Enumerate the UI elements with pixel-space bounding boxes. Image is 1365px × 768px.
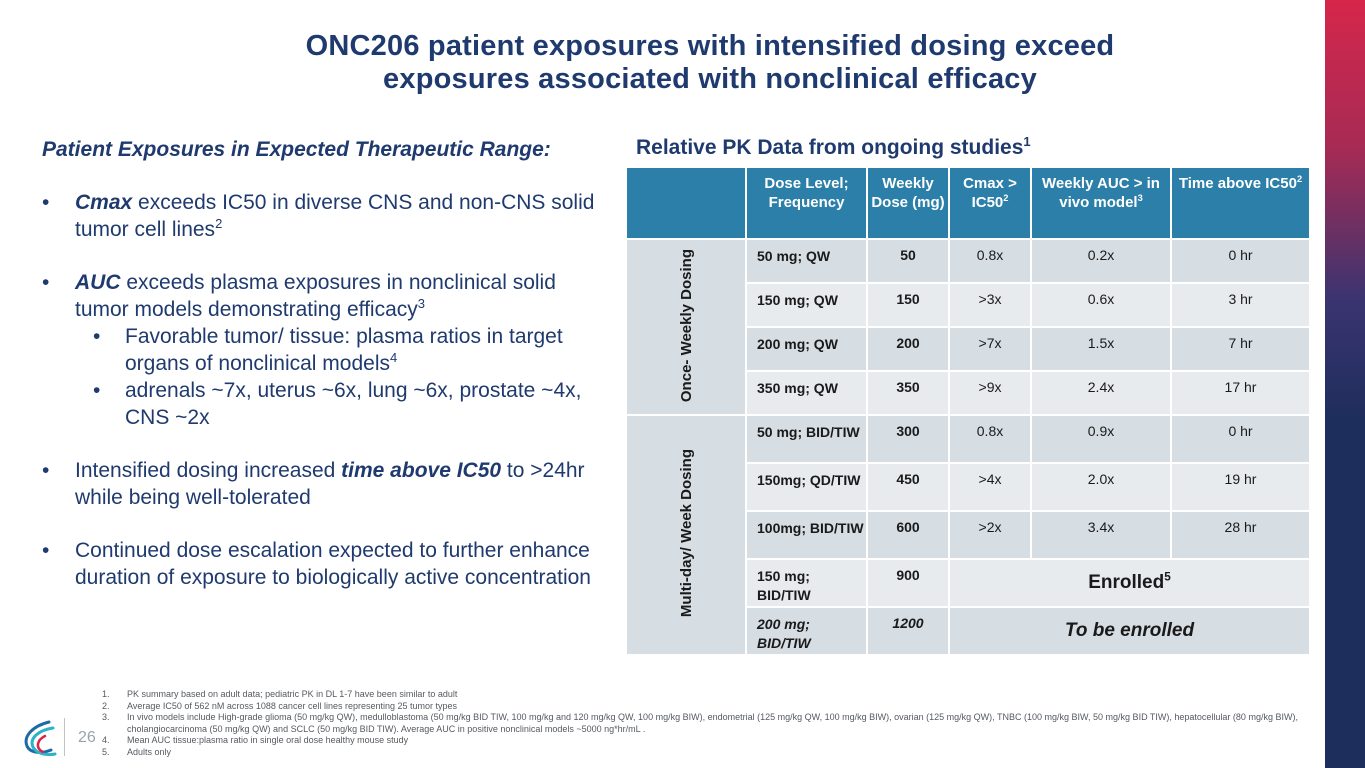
exposure-summary: Patient Exposures in Expected Therapeuti… <box>42 136 602 617</box>
cell-time: 0 hr <box>1170 238 1311 284</box>
sub-bullet-organs: • adrenals ~7x, uterus ~6x, lung ~6x, pr… <box>93 379 582 429</box>
table-row: 350 mg; QW 350 >9x 2.4x 17 hr <box>626 370 1311 416</box>
header-dose-level: Dose Level; Frequency <box>745 166 868 240</box>
table-row: 150mg; QD/TIW 450 >4x 2.0x 19 hr <box>626 462 1311 512</box>
table-row: 200 mg; QW 200 >7x 1.5x 7 hr <box>626 326 1311 372</box>
cell-time: 0 hr <box>1170 414 1311 464</box>
cell-dose-level: 150 mg; QW <box>745 282 868 328</box>
title-line-1: ONC206 patient exposures with intensifie… <box>305 30 1115 62</box>
cell-auc: 0.6x <box>1030 282 1172 328</box>
footnotes: 1. PK summary based on adult data; pediat… <box>102 689 1302 758</box>
cell-auc: 3.4x <box>1030 510 1172 560</box>
cell-time: 7 hr <box>1170 326 1311 372</box>
group-once-weekly: Once- Weekly Dosing <box>625 238 747 416</box>
pk-data-table: Dose Level; Frequency Weekly Dose (mg) C… <box>625 166 1311 656</box>
slide-title: ONC206 patient exposures with intensifie… <box>200 30 1220 96</box>
table-row: 200 mg; BID/TIW 1200 To be enrolled <box>626 606 1311 656</box>
header-time-above: Time above IC502 <box>1170 166 1311 240</box>
footnote-item: 3. In vivo models include High-grade glio… <box>102 712 1298 734</box>
bullet-cmax: • Cmax exceeds IC50 in diverse CNS and n… <box>42 191 595 241</box>
cell-weekly-dose: 50 <box>866 238 950 284</box>
footnote-item: 1. PK summary based on adult data; pediat… <box>102 689 458 699</box>
cell-dose-level: 150mg; QD/TIW <box>745 462 868 512</box>
cell-cmax: >4x <box>948 462 1032 512</box>
cell-cmax: >7x <box>948 326 1032 372</box>
cell-cmax: >2x <box>948 510 1032 560</box>
cell-weekly-dose: 150 <box>866 282 950 328</box>
table-row: 150 mg; BID/TIW 900 Enrolled5 <box>626 558 1311 608</box>
table-row: Multi-day/ Week Dosing 50 mg; BID/TIW 30… <box>625 414 1311 656</box>
cell-time: 17 hr <box>1170 370 1311 416</box>
cell-weekly-dose: 600 <box>866 510 950 560</box>
cell-weekly-dose: 200 <box>866 326 950 372</box>
table-row: 100mg; BID/TIW 600 >2x 3.4x 28 hr <box>626 510 1311 560</box>
cell-weekly-dose: 300 <box>866 414 950 464</box>
cell-dose-level: 100mg; BID/TIW <box>745 510 868 560</box>
sub-bullet-tissue-ratio: • Favorable tumor/ tissue: plasma ratios… <box>93 325 563 375</box>
cell-auc: 1.5x <box>1030 326 1172 372</box>
summary-lead: Patient Exposures in Expected Therapeuti… <box>42 138 551 161</box>
header-cmax: Cmax > IC502 <box>948 166 1032 240</box>
cell-dose-level: 150 mg; BID/TIW <box>745 558 868 608</box>
cell-auc: 0.9x <box>1030 414 1172 464</box>
cell-auc: 0.2x <box>1030 238 1172 284</box>
header-weekly-auc: Weekly AUC > in vivo model3 <box>1030 166 1172 240</box>
cell-dose-level: 350 mg; QW <box>745 370 868 416</box>
pk-table-title: Relative PK Data from ongoing studies1 <box>636 134 1031 159</box>
table-row: Once- Weekly Dosing 50 mg; QW 50 0.8x 0.… <box>625 238 1311 416</box>
cell-dose-level: 200 mg; BID/TIW <box>745 606 868 656</box>
cell-dose-level: 50 mg; QW <box>745 238 868 284</box>
cell-weekly-dose: 1200 <box>866 606 950 656</box>
cell-status-enrolled: Enrolled5 <box>948 558 1311 608</box>
title-line-2: exposures associated with nonclinical ef… <box>383 63 1037 95</box>
company-logo-icon <box>24 720 57 757</box>
cell-status-to-be-enrolled: To be enrolled <box>948 606 1311 656</box>
bullet-auc: • AUC exceeds plasma exposures in noncli… <box>42 269 602 431</box>
cell-time: 28 hr <box>1170 510 1311 560</box>
side-accent-bar <box>1325 0 1365 768</box>
page-number: 26 <box>78 729 96 746</box>
cell-dose-level: 200 mg; QW <box>745 326 868 372</box>
cell-cmax: 0.8x <box>948 414 1032 464</box>
cell-weekly-dose: 900 <box>866 558 950 608</box>
cell-weekly-dose: 350 <box>866 370 950 416</box>
cell-cmax: >3x <box>948 282 1032 328</box>
bullet-dose-escalation: • Continued dose escalation expected to … <box>42 539 591 589</box>
cell-dose-level: 50 mg; BID/TIW <box>745 414 868 464</box>
cell-cmax: 0.8x <box>948 238 1032 284</box>
cell-time: 3 hr <box>1170 282 1311 328</box>
bullet-intensified-dosing: • Intensified dosing increased time abov… <box>42 459 585 509</box>
footnote-item: 4. Mean AUC tissue:plasma ratio in single… <box>102 735 409 745</box>
cell-weekly-dose: 450 <box>866 462 950 512</box>
footnote-item: 5. Adults only <box>102 746 172 757</box>
header-group <box>625 166 747 240</box>
group-multi-day: Multi-day/ Week Dosing <box>625 414 747 656</box>
cell-time: 19 hr <box>1170 462 1311 512</box>
table-header-row: Dose Level; Frequency Weekly Dose (mg) C… <box>625 166 1311 240</box>
header-weekly-dose: Weekly Dose (mg) <box>866 166 950 240</box>
cell-cmax: >9x <box>948 370 1032 416</box>
cell-auc: 2.0x <box>1030 462 1172 512</box>
table-row: 150 mg; QW 150 >3x 0.6x 3 hr <box>626 282 1311 328</box>
footnote-item: 2. Average IC50 of 562 nM across 1088 can… <box>102 700 458 711</box>
footer-divider <box>64 718 65 756</box>
cell-auc: 2.4x <box>1030 370 1172 416</box>
